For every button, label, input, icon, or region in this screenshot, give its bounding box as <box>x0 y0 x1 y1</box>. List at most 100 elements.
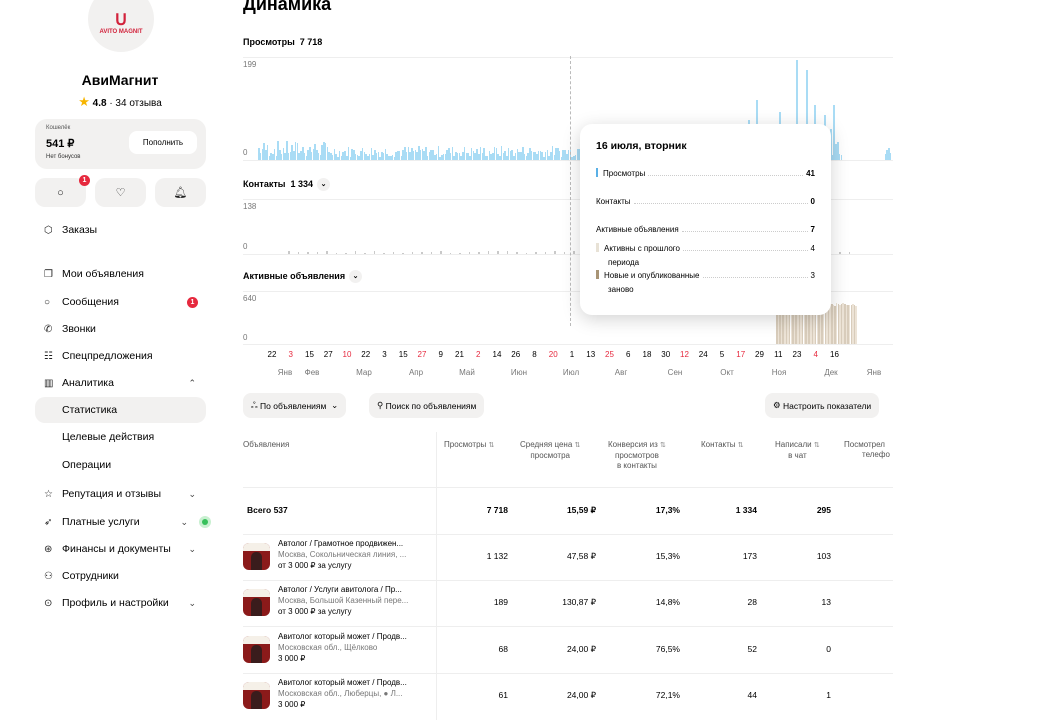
messages-button[interactable]: ○ 1 <box>35 175 90 207</box>
views-bar <box>273 149 276 160</box>
tooltip-active: Активные объявления 7 <box>596 225 815 234</box>
row-divider <box>243 487 893 488</box>
views-bar <box>294 142 297 160</box>
ad-thumbnail[interactable] <box>243 636 270 663</box>
col-conversion[interactable]: Конверсия из ⇅ просмотров в контакты <box>608 440 666 471</box>
active-bar <box>797 304 799 344</box>
views-bar <box>391 154 394 160</box>
nav-finance[interactable]: ⊛ Финансы и документы ⌄ <box>35 536 206 562</box>
ad-title[interactable]: Авитолог который может / Продв... <box>278 678 407 687</box>
nav-label: Финансы и документы <box>62 543 171 555</box>
cell-chat: 0 <box>826 644 831 654</box>
active-chart[interactable] <box>258 291 893 344</box>
active-bar <box>787 303 789 344</box>
views-bar <box>358 156 360 160</box>
views-bar <box>319 154 322 160</box>
nav-special-offers[interactable]: ☷ Спецпредложения <box>35 343 206 369</box>
active-bar <box>788 304 791 344</box>
nav-paid-services[interactable]: ➶ Платные услуги ⌄ <box>35 509 206 535</box>
nav-messages[interactable]: ○ Сообщения 1 <box>35 289 206 315</box>
views-bar <box>397 151 399 160</box>
views-bar <box>469 155 471 160</box>
col-label: Просмотры <box>444 440 487 449</box>
x-tick-label: 8 <box>532 350 537 359</box>
x-tick-label: 5 <box>719 350 725 359</box>
chevron-down-icon: ⌄ <box>188 543 196 554</box>
active-bar <box>795 304 797 344</box>
configure-metrics-button[interactable]: ⚙ Настроить показатели <box>765 393 880 418</box>
col-views[interactable]: Просмотры ⇅ <box>444 440 494 451</box>
ad-thumbnail[interactable] <box>243 589 270 616</box>
nav-label: Спецпредложения <box>62 350 153 362</box>
active-bar <box>831 304 833 344</box>
col-phone[interactable]: Посмотрел телефо <box>844 440 893 460</box>
ad-title[interactable]: Авитолог который может / Продв... <box>278 632 407 641</box>
views-bar <box>379 156 381 160</box>
views-bar <box>402 149 404 160</box>
ad-thumbnail[interactable] <box>243 682 270 709</box>
nav-employees[interactable]: ⚇ Сотрудники <box>35 563 206 589</box>
x-tick-label: 2 <box>476 350 481 359</box>
views-bar <box>418 146 420 160</box>
nav-profile-settings[interactable]: ⊙ Профиль и настройки ⌄ <box>35 590 206 616</box>
shop-logo[interactable]: ᑌ AVITO MAGNIT <box>88 0 154 52</box>
col-avg-price[interactable]: Средняя цена ⇅ просмотра <box>520 440 580 461</box>
views-total: 7 718 <box>299 37 323 47</box>
views-bar <box>506 155 508 160</box>
messages-badge: 1 <box>187 297 198 308</box>
ad-thumbnail[interactable] <box>243 543 270 570</box>
x-tick-label: 15 <box>398 350 408 359</box>
shop-rating[interactable]: ★ 4.8 · 34 отзыва <box>0 94 240 110</box>
hover-line <box>570 56 571 326</box>
views-ymax: 199 <box>243 60 257 69</box>
views-bar <box>884 154 887 160</box>
ad-title[interactable]: Автолог / Грамотное продвижен... <box>278 539 404 548</box>
active-bar <box>850 304 853 344</box>
topup-button[interactable]: Пополнить <box>129 131 197 154</box>
nav-statistics[interactable]: Статистика <box>35 397 206 423</box>
cell-conversion: 72,1% <box>655 690 680 700</box>
nav-orders[interactable]: ⬡ Заказы <box>35 217 206 243</box>
contacts-bar <box>411 251 413 254</box>
views-bar <box>365 153 367 160</box>
views-bar <box>539 150 542 160</box>
views-bar <box>265 150 267 160</box>
chevron-down-icon[interactable]: ⌄ <box>317 178 330 191</box>
views-bar <box>543 157 545 160</box>
x-tick-label: 6 <box>626 350 631 359</box>
cell-chat: 13 <box>821 597 831 607</box>
views-bar <box>296 142 299 160</box>
favorites-button[interactable]: ♡ <box>95 178 146 207</box>
views-bar <box>335 154 337 160</box>
views-bar <box>356 155 359 160</box>
ad-title[interactable]: Автолог / Услуги авитолога / Пр... <box>278 585 402 594</box>
ads-search[interactable]: ⚲ Поиск по объявлениям <box>369 393 485 418</box>
nav-analytics[interactable]: ▥ Аналитика ⌃ <box>35 370 206 396</box>
active-bar <box>824 304 827 344</box>
nav-operations[interactable]: Операции <box>35 452 206 478</box>
shop-name[interactable]: АвиМагнит <box>81 72 159 88</box>
x-tick-label: 14 <box>492 350 502 359</box>
views-bar <box>465 152 468 160</box>
views-bar <box>384 149 387 160</box>
contacts-bar <box>288 251 290 254</box>
nav-calls[interactable]: ✆ Звонки <box>35 316 206 342</box>
col-contacts[interactable]: Контакты ⇅ <box>701 440 744 451</box>
nav-reputation[interactable]: ☆ Репутация и отзывы ⌄ <box>35 481 206 507</box>
nav-my-ads[interactable]: ❐ Мои объявления <box>35 261 206 287</box>
contacts-bar <box>335 252 337 254</box>
tooltip-label: Просмотры <box>603 169 646 178</box>
by-ads-dropdown[interactable]: ஃ По объявлениям ⌄ <box>243 393 347 418</box>
views-bar <box>548 156 550 160</box>
x-tick-label: 3 <box>382 350 387 359</box>
chevron-down-icon: ⌄ <box>331 400 339 410</box>
contacts-bar <box>544 252 546 254</box>
active-bar <box>839 305 841 344</box>
views-bar <box>398 151 401 160</box>
col-chat[interactable]: Написали ⇅ в чат <box>775 440 820 461</box>
notifications-button[interactable]: 🔔︎ <box>155 178 206 207</box>
nav-target-actions[interactable]: Целевые действия <box>35 424 206 450</box>
nav-label: Звонки <box>62 323 96 335</box>
views-bar <box>258 148 260 160</box>
chevron-down-icon[interactable]: ⌄ <box>349 270 363 283</box>
